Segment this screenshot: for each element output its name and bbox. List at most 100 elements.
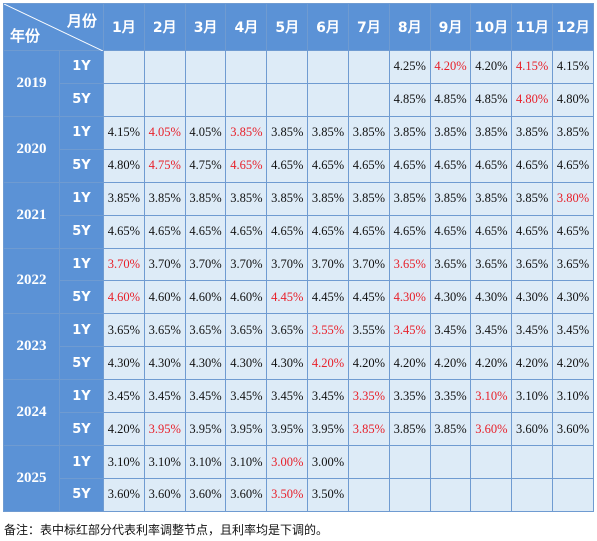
rate-cell: 4.65% xyxy=(347,148,390,183)
rate-cell: 4.30% xyxy=(511,280,554,315)
rate-cell: 3.65% xyxy=(470,247,513,282)
term-cell: 5Y xyxy=(59,280,104,315)
rate-cell-adjusted: 4.75% xyxy=(143,148,186,183)
rate-cell xyxy=(470,445,513,479)
month-header: 7月 xyxy=(347,3,390,51)
header-row: 月份 年份 1月 2月 3月 4月 5月 6月 7月 8月 9月 10月 11月… xyxy=(3,3,594,51)
rate-cell xyxy=(103,50,145,84)
rate-cell: 3.95% xyxy=(266,412,309,447)
term-cell: 1Y xyxy=(59,50,104,84)
rate-cell: 3.85% xyxy=(347,115,390,150)
table-row: 2019 1Y 4.25% 4.20% 4.20% 4.15% 4.15% xyxy=(3,50,594,117)
rate-cell: 3.85% xyxy=(511,115,554,150)
rate-cell: 4.30% xyxy=(552,280,594,315)
corner-month-label: 月份 xyxy=(66,12,97,30)
rate-cell: 4.20% xyxy=(552,346,594,381)
rate-cell: 4.65% xyxy=(184,214,227,249)
rate-cell: 3.60% xyxy=(225,477,268,513)
rate-cell: 4.60% xyxy=(225,280,268,315)
rate-cell: 3.10% xyxy=(225,445,268,479)
table-row: 5Y 3.60% 3.60% 3.60% 3.60% 3.50% 3.50% xyxy=(4,477,594,513)
table-row: 5Y 4.20% 3.95% 3.95% 3.95% 3.95% 3.95% 3.85% 3.8… xyxy=(4,412,594,447)
corner-header: 月份 年份 xyxy=(3,3,104,51)
rate-cell: 3.85% xyxy=(511,181,554,216)
rate-cell: 3.85% xyxy=(470,115,513,150)
rate-cell: 4.80% xyxy=(552,82,594,117)
rate-cell xyxy=(552,445,594,479)
footnote: 备注：表中标红部分代表利率调整节点，且利率均是下调的。 xyxy=(4,523,329,537)
rate-cell: 3.45% xyxy=(552,313,594,348)
rate-cell: 3.10% xyxy=(511,379,554,414)
rate-cell: 4.65% xyxy=(552,148,594,183)
rate-cell xyxy=(266,50,309,84)
rate-cell xyxy=(429,477,472,513)
rate-cell xyxy=(388,445,431,479)
rate-cell: 4.65% xyxy=(143,214,186,249)
rate-cell xyxy=(143,50,186,84)
month-header: 12月 xyxy=(552,3,594,51)
rate-cell: 4.65% xyxy=(429,214,472,249)
term-cell: 1Y xyxy=(59,313,104,348)
rate-cell xyxy=(347,445,390,479)
month-header: 10月 xyxy=(470,3,513,51)
month-header: 1月 xyxy=(103,3,145,51)
rate-cell: 3.85% xyxy=(307,115,349,150)
table-row: 5Y 4.30% 4.30% 4.30% 4.30% 4.30% 4.20% 4.20% 4.2… xyxy=(4,346,594,381)
rate-cell: 3.45% xyxy=(266,379,309,414)
lpr-rate-table: 月份 年份 1月 2月 3月 4月 5月 6月 7月 8月 9月 10月 11月… xyxy=(3,3,594,513)
rate-cell: 4.65% xyxy=(266,214,309,249)
rate-cell: 3.95% xyxy=(225,412,268,447)
month-header: 3月 xyxy=(184,3,227,51)
rate-cell: 3.85% xyxy=(103,181,145,216)
rate-cell-adjusted: 3.50% xyxy=(266,477,309,513)
corner-diagonal xyxy=(4,4,103,51)
rate-cell-adjusted: 3.55% xyxy=(307,313,349,348)
year-cell: 2021 xyxy=(3,181,60,249)
rate-cell: 4.30% xyxy=(225,346,268,381)
term-cell: 5Y xyxy=(59,148,104,183)
rate-cell xyxy=(307,50,349,84)
rate-cell: 4.15% xyxy=(103,115,145,150)
rate-cell: 4.65% xyxy=(429,148,472,183)
rate-cell: 3.70% xyxy=(143,247,186,282)
rate-cell: 3.70% xyxy=(266,247,309,282)
rate-cell: 3.65% xyxy=(103,313,145,348)
term-cell: 1Y xyxy=(59,445,104,479)
rate-cell-adjusted: 4.05% xyxy=(143,115,186,150)
rate-cell-adjusted: 4.45% xyxy=(266,280,309,315)
rate-cell: 3.70% xyxy=(307,247,349,282)
rate-cell xyxy=(511,477,554,513)
rate-cell: 4.45% xyxy=(307,280,349,315)
rate-cell: 3.45% xyxy=(470,313,513,348)
rate-cell: 4.30% xyxy=(266,346,309,381)
rate-cell: 3.45% xyxy=(429,313,472,348)
rate-cell xyxy=(225,50,268,84)
rate-cell: 4.20% xyxy=(470,346,513,381)
rate-cell: 3.60% xyxy=(552,412,594,447)
rate-cell: 3.65% xyxy=(552,247,594,282)
rate-cell: 4.65% xyxy=(470,148,513,183)
rate-cell: 3.85% xyxy=(347,181,390,216)
rate-cell: 3.60% xyxy=(511,412,554,447)
rate-cell-adjusted: 3.85% xyxy=(347,412,390,447)
rate-cell: 3.00% xyxy=(307,445,349,479)
rate-cell xyxy=(347,82,390,117)
table-row: 2025 1Y 3.10% 3.10% 3.10% 3.10% 3.00% 3.00% xyxy=(3,445,594,512)
rate-cell: 3.85% xyxy=(225,181,268,216)
rate-cell: 4.65% xyxy=(511,148,554,183)
term-cell: 1Y xyxy=(59,379,104,414)
rate-cell: 4.75% xyxy=(184,148,227,183)
rate-cell: 3.10% xyxy=(143,445,186,479)
rate-cell xyxy=(347,50,390,84)
rate-cell-adjusted: 3.70% xyxy=(103,247,145,282)
rate-cell: 3.45% xyxy=(511,313,554,348)
rate-cell: 3.10% xyxy=(184,445,227,479)
rate-cell-adjusted: 4.60% xyxy=(103,280,145,315)
rate-cell: 3.85% xyxy=(429,115,472,150)
rate-cell: 3.65% xyxy=(225,313,268,348)
rate-cell: 3.85% xyxy=(388,412,431,447)
rate-cell-adjusted: 3.85% xyxy=(225,115,268,150)
rate-cell: 3.85% xyxy=(143,181,186,216)
rate-cell: 3.85% xyxy=(266,115,309,150)
rate-cell: 4.65% xyxy=(103,214,145,249)
